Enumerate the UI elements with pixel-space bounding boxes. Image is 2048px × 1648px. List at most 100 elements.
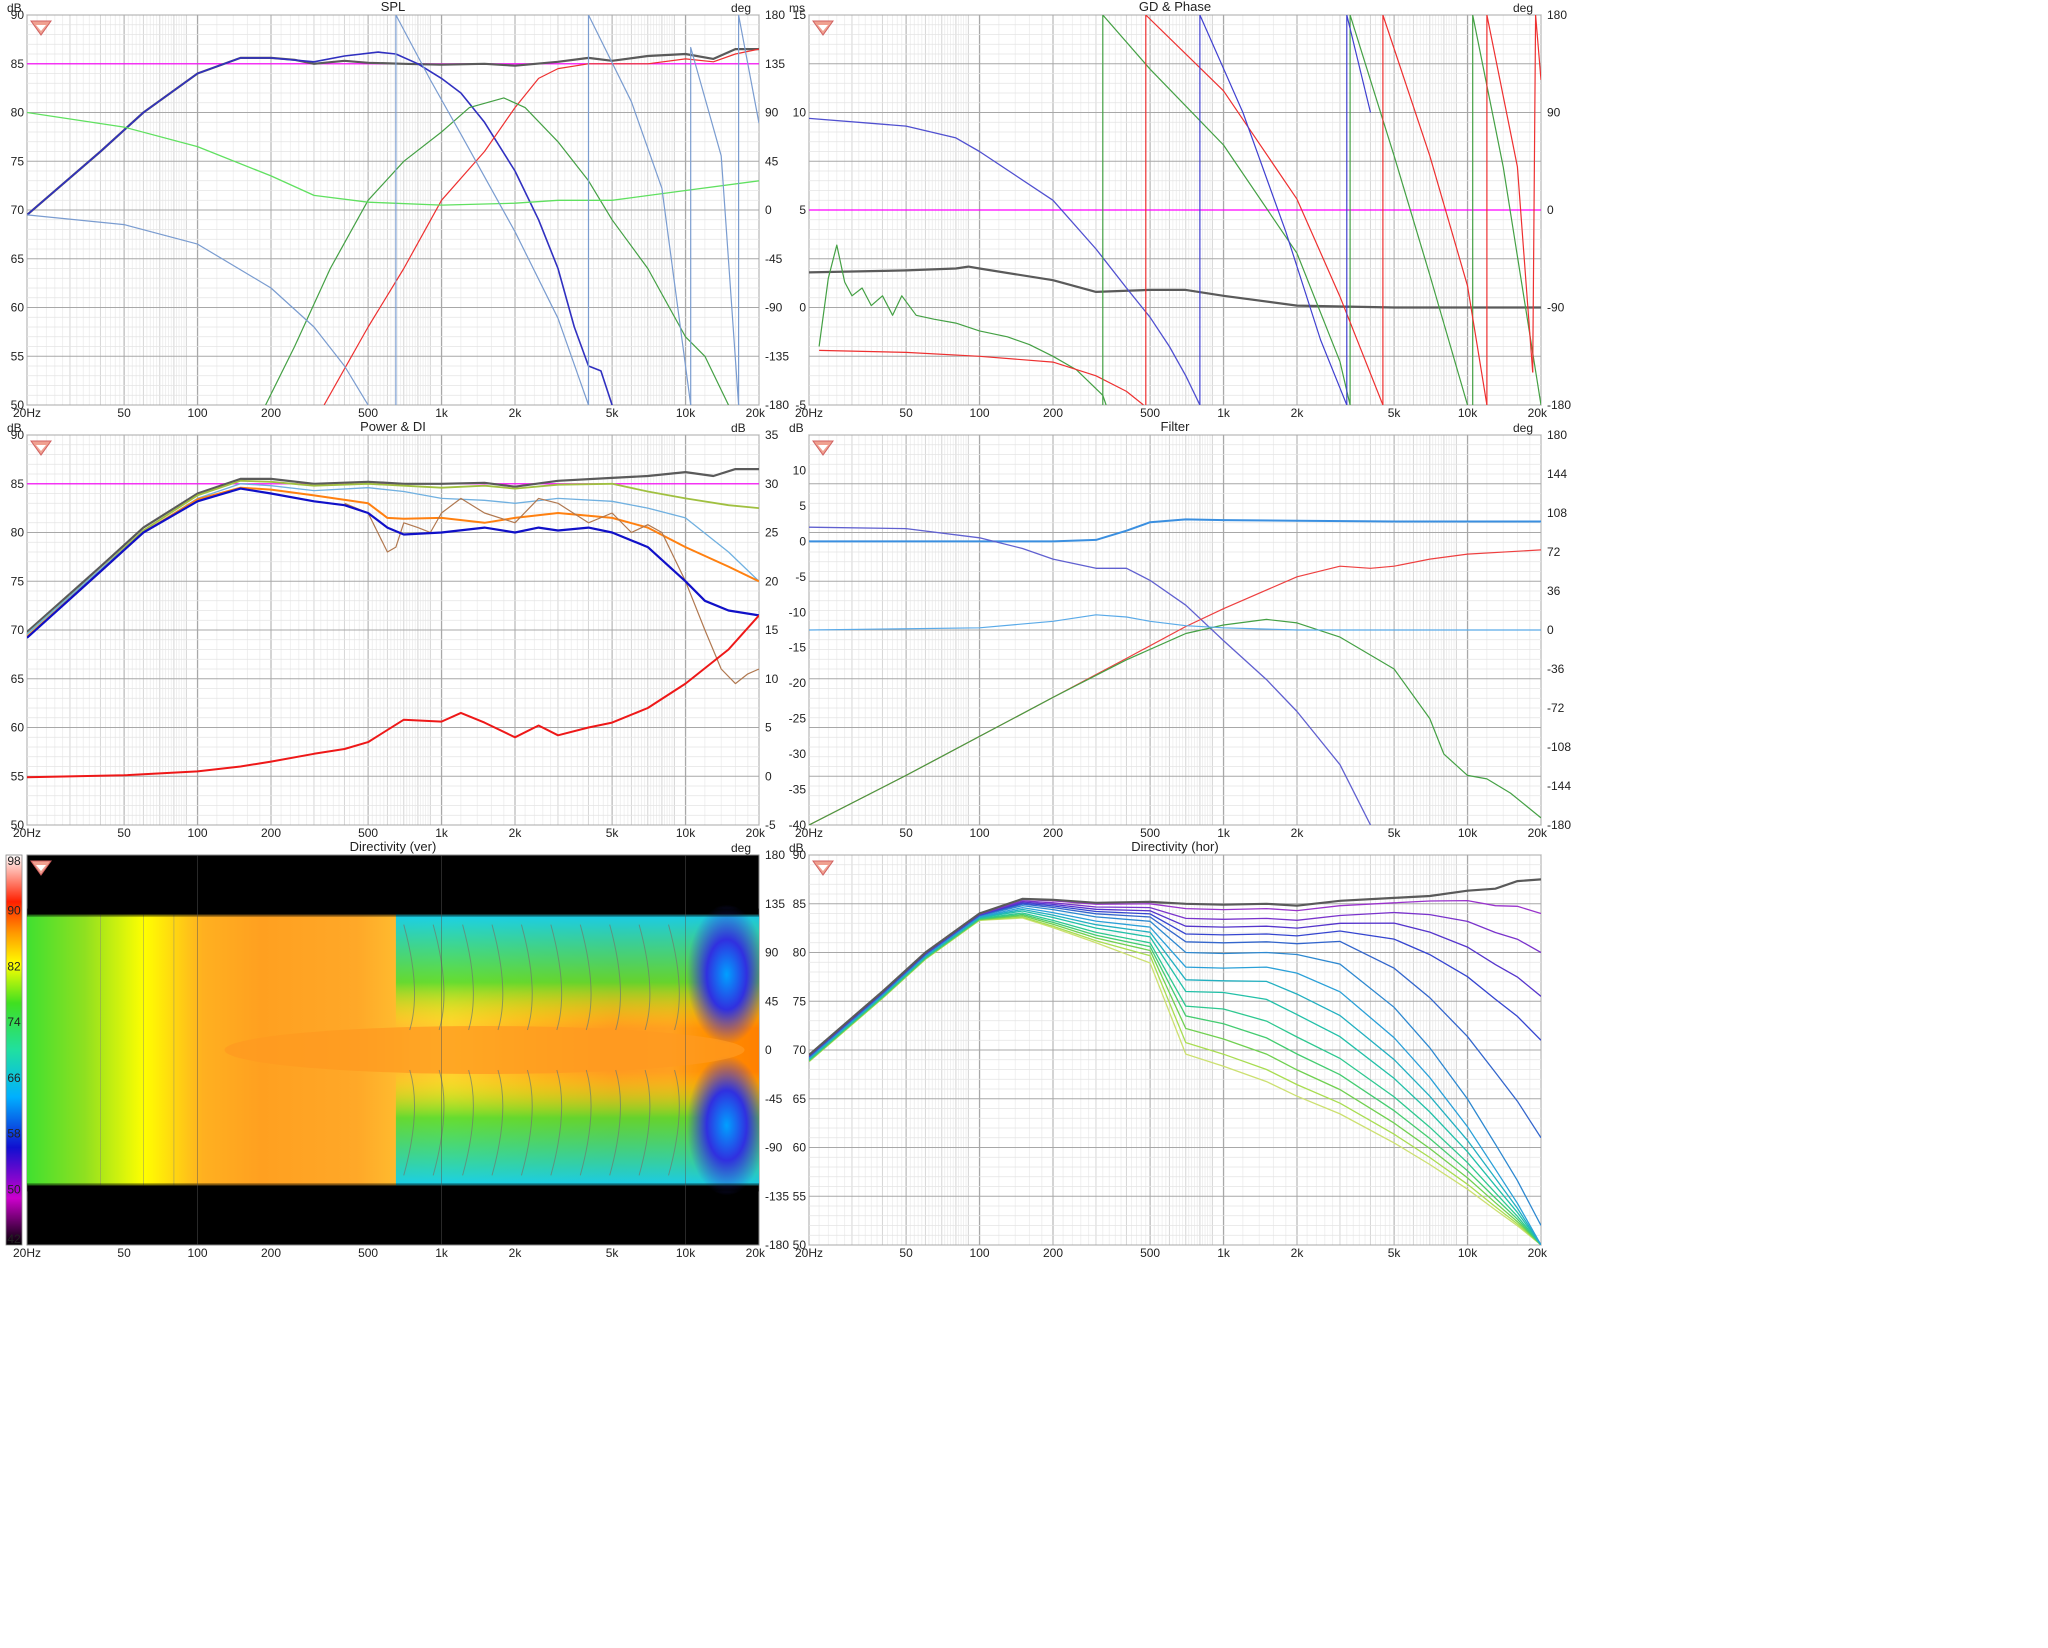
spl-series-4 bbox=[265, 97, 730, 405]
power-y-tick-label: 75 bbox=[11, 574, 25, 588]
dir_ver-x-tick-label: 500 bbox=[358, 1246, 378, 1260]
power-y-tick-label: 55 bbox=[11, 769, 25, 783]
gd-y2-tick-label: -90 bbox=[1547, 301, 1565, 315]
spl-y2-tick-label: 90 bbox=[765, 106, 779, 120]
gd-x-tick-label: 100 bbox=[970, 406, 990, 420]
power-y2-tick-label: 35 bbox=[765, 428, 779, 442]
dir_ver-x-tick-label: 200 bbox=[261, 1246, 281, 1260]
spl-series-8 bbox=[587, 15, 692, 405]
power-x-tick-label: 100 bbox=[188, 826, 208, 840]
filter-y-tick-label: -25 bbox=[789, 712, 807, 726]
gd-y2-tick-label: 180 bbox=[1547, 8, 1567, 22]
dir_ver-contour bbox=[579, 924, 592, 1176]
dir_ver-heat-lobe bbox=[686, 904, 759, 1045]
spl-series-5 bbox=[27, 111, 759, 206]
power-x-tick-label: 20Hz bbox=[13, 826, 41, 840]
filter-y-tick-label: 10 bbox=[793, 463, 807, 477]
filter-y-tick-label: 5 bbox=[799, 499, 806, 513]
power-y2-tick-label: 5 bbox=[765, 721, 772, 735]
filter-y-tick-label: -10 bbox=[789, 605, 807, 619]
dir_ver-contour bbox=[609, 924, 621, 1176]
power-y2-tick-label: 10 bbox=[765, 672, 779, 686]
colorbar-label: 74 bbox=[7, 1015, 21, 1029]
spl-x-tick-label: 500 bbox=[358, 406, 378, 420]
spl-series-group bbox=[27, 15, 759, 405]
gd-series-12 bbox=[1199, 15, 1348, 405]
power-x-tick-label: 10k bbox=[676, 826, 696, 840]
gd-x-tick-label: 20k bbox=[1528, 406, 1548, 420]
gd-x-tick-label: 50 bbox=[899, 406, 913, 420]
dir_ver-heat-lobe bbox=[686, 1055, 759, 1196]
power-y-tick-label: 80 bbox=[11, 526, 25, 540]
gd-x-tick-label: 20Hz bbox=[795, 406, 823, 420]
dir_hor-curve-0 bbox=[809, 878, 1541, 1056]
dir_ver-contour bbox=[491, 924, 504, 1176]
dir_ver-x-tick-label: 100 bbox=[188, 1246, 208, 1260]
gd-y2-tick-label: 90 bbox=[1547, 106, 1561, 120]
dir_hor-y-tick-label: 90 bbox=[793, 848, 807, 862]
colorbar-label: 66 bbox=[7, 1071, 21, 1085]
spl-x-tick-label: 20k bbox=[746, 406, 766, 420]
power-y-tick-label: 90 bbox=[11, 428, 25, 442]
dir_ver-y2-tick-label: 0 bbox=[765, 1043, 772, 1057]
power-x-tick-label: 2k bbox=[509, 826, 523, 840]
gd-x-tick-label: 1k bbox=[1217, 406, 1231, 420]
logo-icon-inner bbox=[36, 865, 46, 871]
spl-y-tick-label: 60 bbox=[11, 301, 25, 315]
dir_ver-heat-beam bbox=[224, 1026, 745, 1074]
dir_hor-x-tick-label: 10k bbox=[1458, 1246, 1478, 1260]
spl-y2-tick-label: 45 bbox=[765, 154, 779, 168]
power-x-tick-label: 200 bbox=[261, 826, 281, 840]
dir_hor-y-tick-label: 55 bbox=[793, 1189, 807, 1203]
filter-y-tick-label: -40 bbox=[789, 818, 807, 832]
spl-y-tick-label: 50 bbox=[11, 398, 25, 412]
gd-series-group bbox=[809, 15, 1541, 405]
filter-y2-tick-label: -144 bbox=[1547, 779, 1571, 793]
spl-x-tick-label: 5k bbox=[606, 406, 620, 420]
filter-x-tick-label: 200 bbox=[1043, 826, 1063, 840]
power-series-4 bbox=[27, 486, 759, 638]
filter-y2-tick-label: 180 bbox=[1547, 428, 1567, 442]
filter-y-tick-label: -15 bbox=[789, 641, 807, 655]
spl-x-tick-label: 20Hz bbox=[13, 406, 41, 420]
dir_ver-x-tick-label: 20k bbox=[746, 1246, 766, 1260]
power-y2-tick-label: 15 bbox=[765, 623, 779, 637]
spl-right-unit: deg bbox=[731, 1, 751, 15]
filter-series-0 bbox=[809, 518, 1541, 543]
gd-y-tick-label: 10 bbox=[793, 106, 807, 120]
filter-y2-tick-label: 72 bbox=[1547, 545, 1561, 559]
power-series-5 bbox=[344, 497, 759, 685]
dir_ver-y2-tick-label: -45 bbox=[765, 1092, 783, 1106]
gd-x-tick-label: 10k bbox=[1458, 406, 1478, 420]
spl-series-3 bbox=[323, 48, 759, 405]
gd-series-4 bbox=[819, 349, 1144, 405]
dir_ver-y2-tick-label: -180 bbox=[765, 1238, 789, 1252]
colorbar-label: 50 bbox=[7, 1182, 21, 1196]
gd-x-tick-label: 2k bbox=[1291, 406, 1305, 420]
colorbar-label: 58 bbox=[7, 1127, 21, 1141]
gd-title: GD & Phase bbox=[1139, 0, 1211, 14]
filter-y2-tick-label: -108 bbox=[1547, 740, 1571, 754]
filter-y2-tick-label: 36 bbox=[1547, 584, 1561, 598]
dir_ver-contour bbox=[520, 924, 533, 1176]
dir_hor-y-tick-label: 60 bbox=[793, 1141, 807, 1155]
dir_hor-y-tick-label: 85 bbox=[793, 897, 807, 911]
gd-series-5 bbox=[1102, 15, 1351, 405]
gd-x-tick-label: 200 bbox=[1043, 406, 1063, 420]
spl-y-tick-label: 80 bbox=[11, 106, 25, 120]
gd-series-3 bbox=[818, 244, 1107, 405]
gd-series-1 bbox=[809, 265, 1541, 309]
spl-title: SPL bbox=[381, 0, 406, 14]
gd-series-6 bbox=[1349, 15, 1469, 405]
gd-series-10 bbox=[1486, 15, 1534, 405]
spl-x-tick-label: 1k bbox=[435, 406, 449, 420]
filter-left-unit: dB bbox=[789, 421, 804, 435]
dir_ver-contour bbox=[638, 924, 651, 1176]
dir_ver-y2-tick-label: -135 bbox=[765, 1189, 789, 1203]
dir_ver-contour bbox=[550, 924, 563, 1176]
